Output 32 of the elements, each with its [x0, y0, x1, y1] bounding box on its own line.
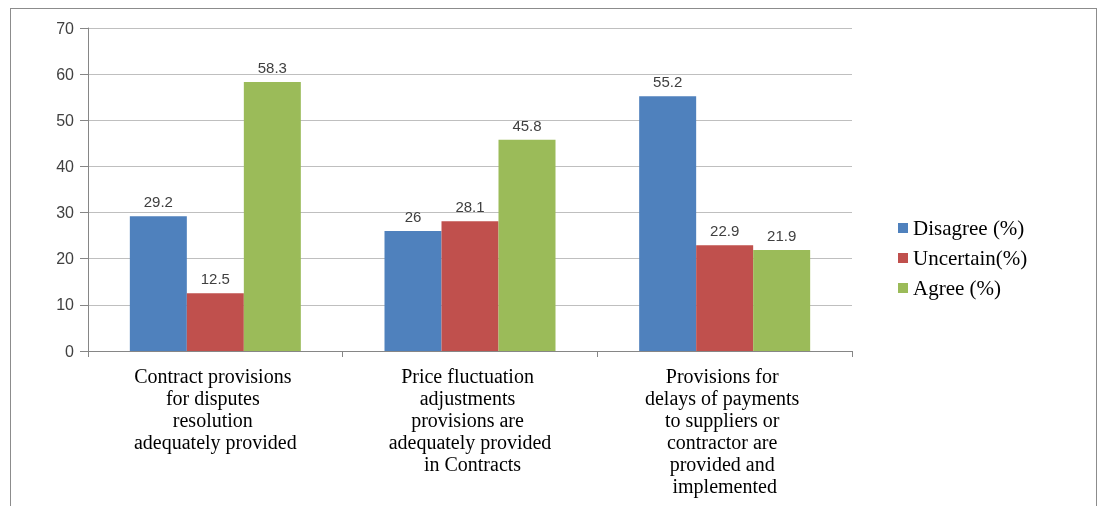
data-label: 12.5 [200, 270, 230, 288]
bar [639, 96, 697, 351]
legend-label: Agree (%) [913, 276, 1002, 300]
bar [129, 216, 187, 351]
bar [384, 231, 442, 351]
bar [186, 293, 244, 351]
x-tick-label: Contract provisions for disputes resolution adequately provided [133, 365, 297, 454]
y-tick-label: 40 [56, 157, 75, 175]
y-tick-label: 10 [56, 296, 75, 314]
legend-label: Uncertain(%) [913, 246, 1028, 270]
x-tick-label: Provisions for delays of payments to suppliers or contractor are provided and implemented [644, 365, 805, 498]
legend-label: Disagree (%) [913, 216, 1025, 240]
data-label: 21.9 [767, 226, 797, 244]
data-label: 26 [404, 208, 422, 226]
data-label: 28.1 [455, 198, 485, 216]
y-tick-label: 60 [56, 65, 75, 83]
data-label: 22.9 [710, 222, 740, 240]
data-label: 58.3 [257, 58, 287, 76]
data-label: 29.2 [143, 193, 173, 211]
y-tick-label: 20 [56, 250, 75, 268]
y-tick-label: 70 [56, 19, 75, 37]
bar [696, 245, 754, 351]
y-tick-label: 50 [56, 111, 75, 129]
x-tick-label: Price fluctuation adjustments provisions are adequately provided in Contracts [388, 365, 552, 475]
y-tick-label: 30 [56, 204, 75, 222]
bar [441, 221, 499, 351]
bar [753, 249, 811, 351]
data-label: 55.2 [653, 73, 683, 91]
bar [498, 139, 556, 351]
data-label: 45.8 [512, 116, 542, 134]
y-tick-label: 0 [65, 342, 75, 360]
bar [243, 81, 301, 351]
